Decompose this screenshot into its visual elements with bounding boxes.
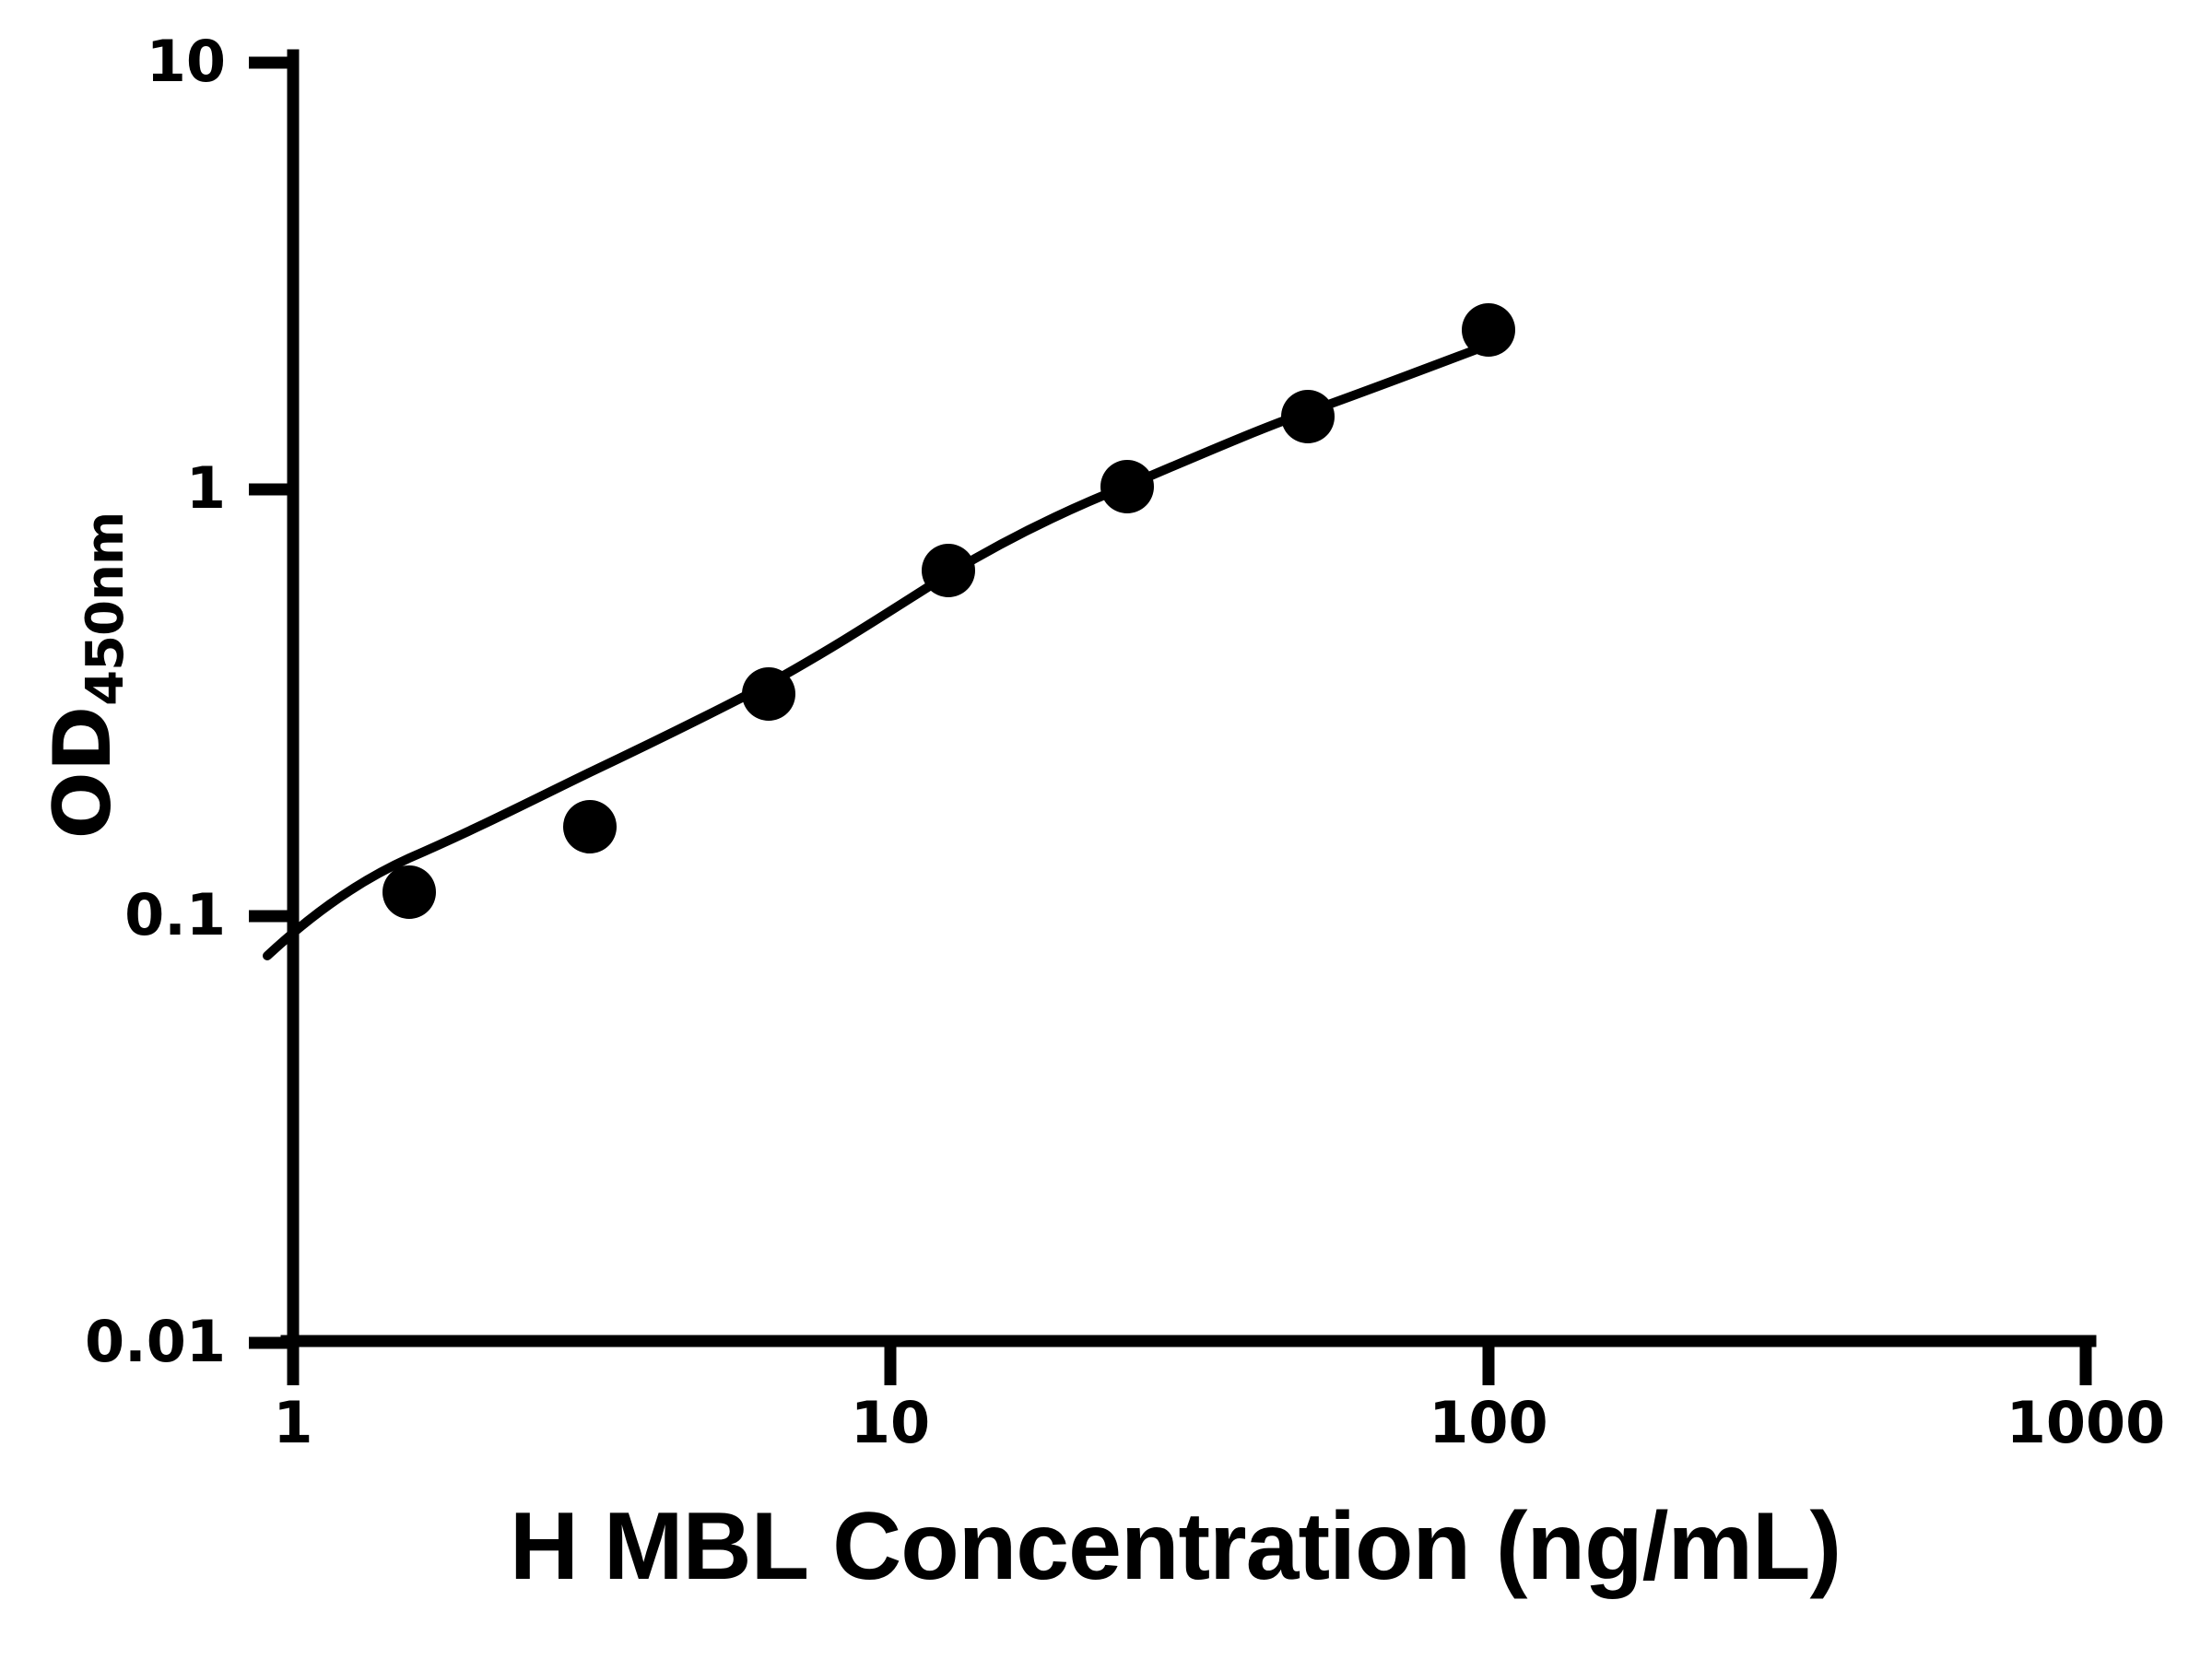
y-axis-title-subscript: 450nm [76,512,135,706]
data-point [1462,303,1515,357]
y-tick-label-0point1: 0.1 [124,881,226,948]
y-tick-label-0point01: 0.01 [85,1308,226,1375]
data-points [382,303,1515,919]
data-point [742,667,795,721]
y-tick-label-1: 1 [185,454,226,522]
x-axis-ticks [287,1341,2092,1385]
x-tick-label-1: 1 [273,1389,313,1456]
data-point [563,800,617,853]
data-point [1100,460,1154,513]
data-point [382,865,436,919]
y-axis-title: OD450nm [37,436,135,915]
y-axis-ticks [249,56,293,1349]
axis-spines [280,49,2097,1347]
data-point [922,544,975,597]
x-tick-label-100: 100 [1429,1389,1548,1456]
data-point [1281,390,1335,443]
y-tick-label-10: 10 [146,28,226,95]
x-axis-title: H MBL Concentration (ng/mL) [509,1493,1841,1600]
y-axis-title-main: OD [37,705,129,840]
x-tick-label-10: 10 [850,1389,931,1456]
x-tick-label-1000: 1000 [2006,1389,2166,1456]
